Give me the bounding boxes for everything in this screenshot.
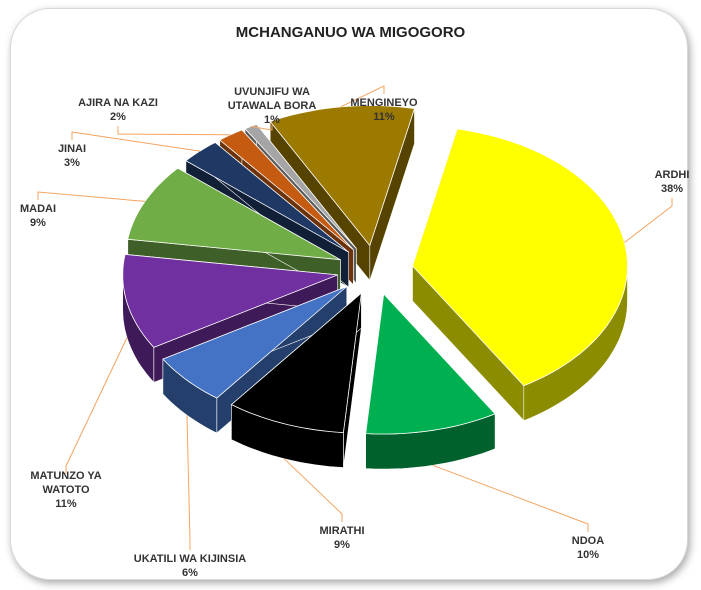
slice-top (127, 167, 341, 261)
category-label: JINAI (57, 143, 87, 155)
category-label: MIRATHI (319, 525, 365, 537)
category-label: MATUNZO YA WATOTO (30, 470, 102, 496)
slice-top (365, 293, 496, 435)
value-label: 11% (373, 111, 395, 123)
value-label: 38% (660, 183, 684, 195)
value-label: 9% (30, 217, 46, 229)
data-label: NDOA 10% (528, 534, 648, 562)
data-label: MATUNZO YA WATOTO 11% (16, 469, 116, 511)
data-label: AJIRA NA KAZI 2% (58, 96, 178, 124)
leader-line (432, 464, 589, 532)
data-label: JINAI 3% (12, 142, 132, 170)
leader-line (117, 126, 231, 136)
leader-line (37, 191, 146, 202)
slice-top (122, 253, 338, 348)
data-label: MENGINEYO 11% (324, 96, 444, 124)
data-label: ARDHI 38% (612, 168, 701, 196)
category-label: UKATILI WA KIJINSIA (133, 553, 247, 565)
slice-top (412, 128, 628, 387)
category-label: NDOA (571, 535, 605, 547)
value-label: 9% (334, 539, 350, 551)
value-label: 1% (264, 114, 280, 126)
value-label: 10% (576, 549, 600, 561)
leader-line (340, 85, 385, 108)
category-label: AJIRA NA KAZI (78, 97, 158, 109)
value-label: 6% (182, 567, 198, 579)
leader-line (71, 131, 200, 152)
value-label: 11% (55, 498, 77, 510)
leader-line (186, 415, 191, 550)
slice (230, 292, 362, 468)
leader-line (624, 198, 673, 243)
category-label: MENGINEYO (350, 97, 418, 109)
data-label: MADAI 9% (0, 202, 98, 230)
data-label: UVUNJIFU WA UTAWALA BORA 1% (222, 85, 322, 127)
leader-line (65, 337, 128, 474)
slice-top (230, 292, 362, 434)
value-label: 2% (110, 111, 126, 123)
data-label: UKATILI WA KIJINSIA 6% (130, 552, 250, 580)
category-label: ARDHI (654, 169, 690, 181)
chart-title: MCHANGANUO WA MIGOGORO (235, 24, 466, 41)
leader-line (283, 458, 343, 522)
slice-top (162, 286, 348, 399)
category-label: MADAI (19, 203, 57, 215)
category-label: UVUNJIFU WA UTAWALA BORA (227, 86, 317, 112)
slice (412, 128, 628, 422)
leader-line (250, 122, 273, 131)
data-label: MIRATHI 9% (282, 524, 402, 552)
slice (365, 293, 496, 470)
value-label: 3% (64, 157, 80, 169)
